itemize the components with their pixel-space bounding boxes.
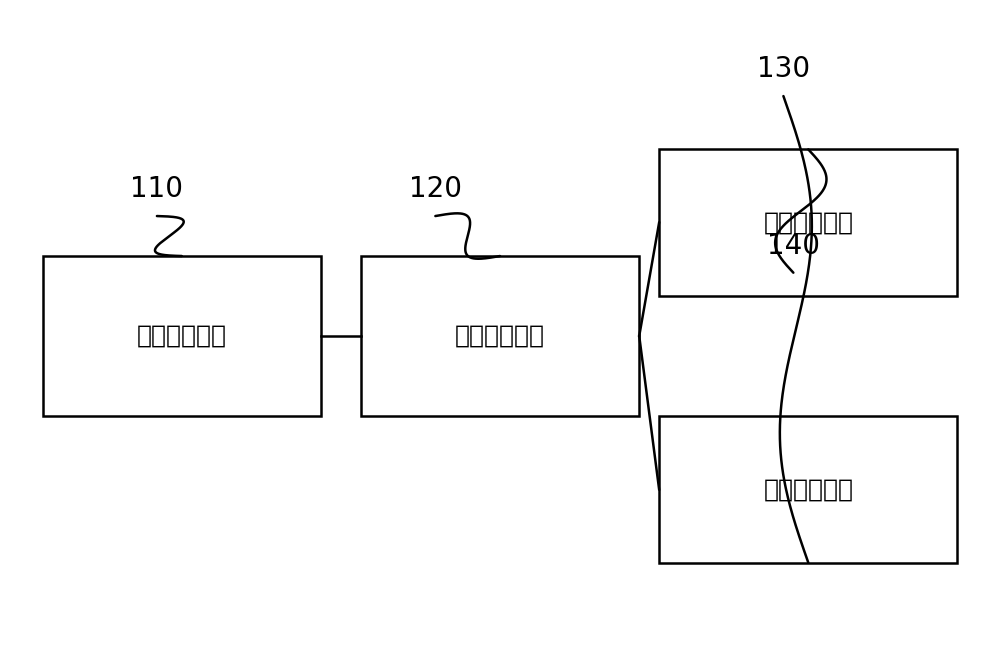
Text: 相序指示模块: 相序指示模块 <box>763 477 853 501</box>
Text: 110: 110 <box>130 175 183 204</box>
Text: 140: 140 <box>767 232 820 260</box>
Bar <box>659 149 957 296</box>
Text: 结果显示模块: 结果显示模块 <box>763 211 853 235</box>
Text: 相序核对模块: 相序核对模块 <box>455 324 545 348</box>
Text: 120: 120 <box>409 175 462 204</box>
Bar <box>659 416 957 562</box>
Text: 感应取电模块: 感应取电模块 <box>137 324 227 348</box>
Bar <box>43 256 321 416</box>
Text: 130: 130 <box>757 55 810 83</box>
Bar <box>361 256 639 416</box>
